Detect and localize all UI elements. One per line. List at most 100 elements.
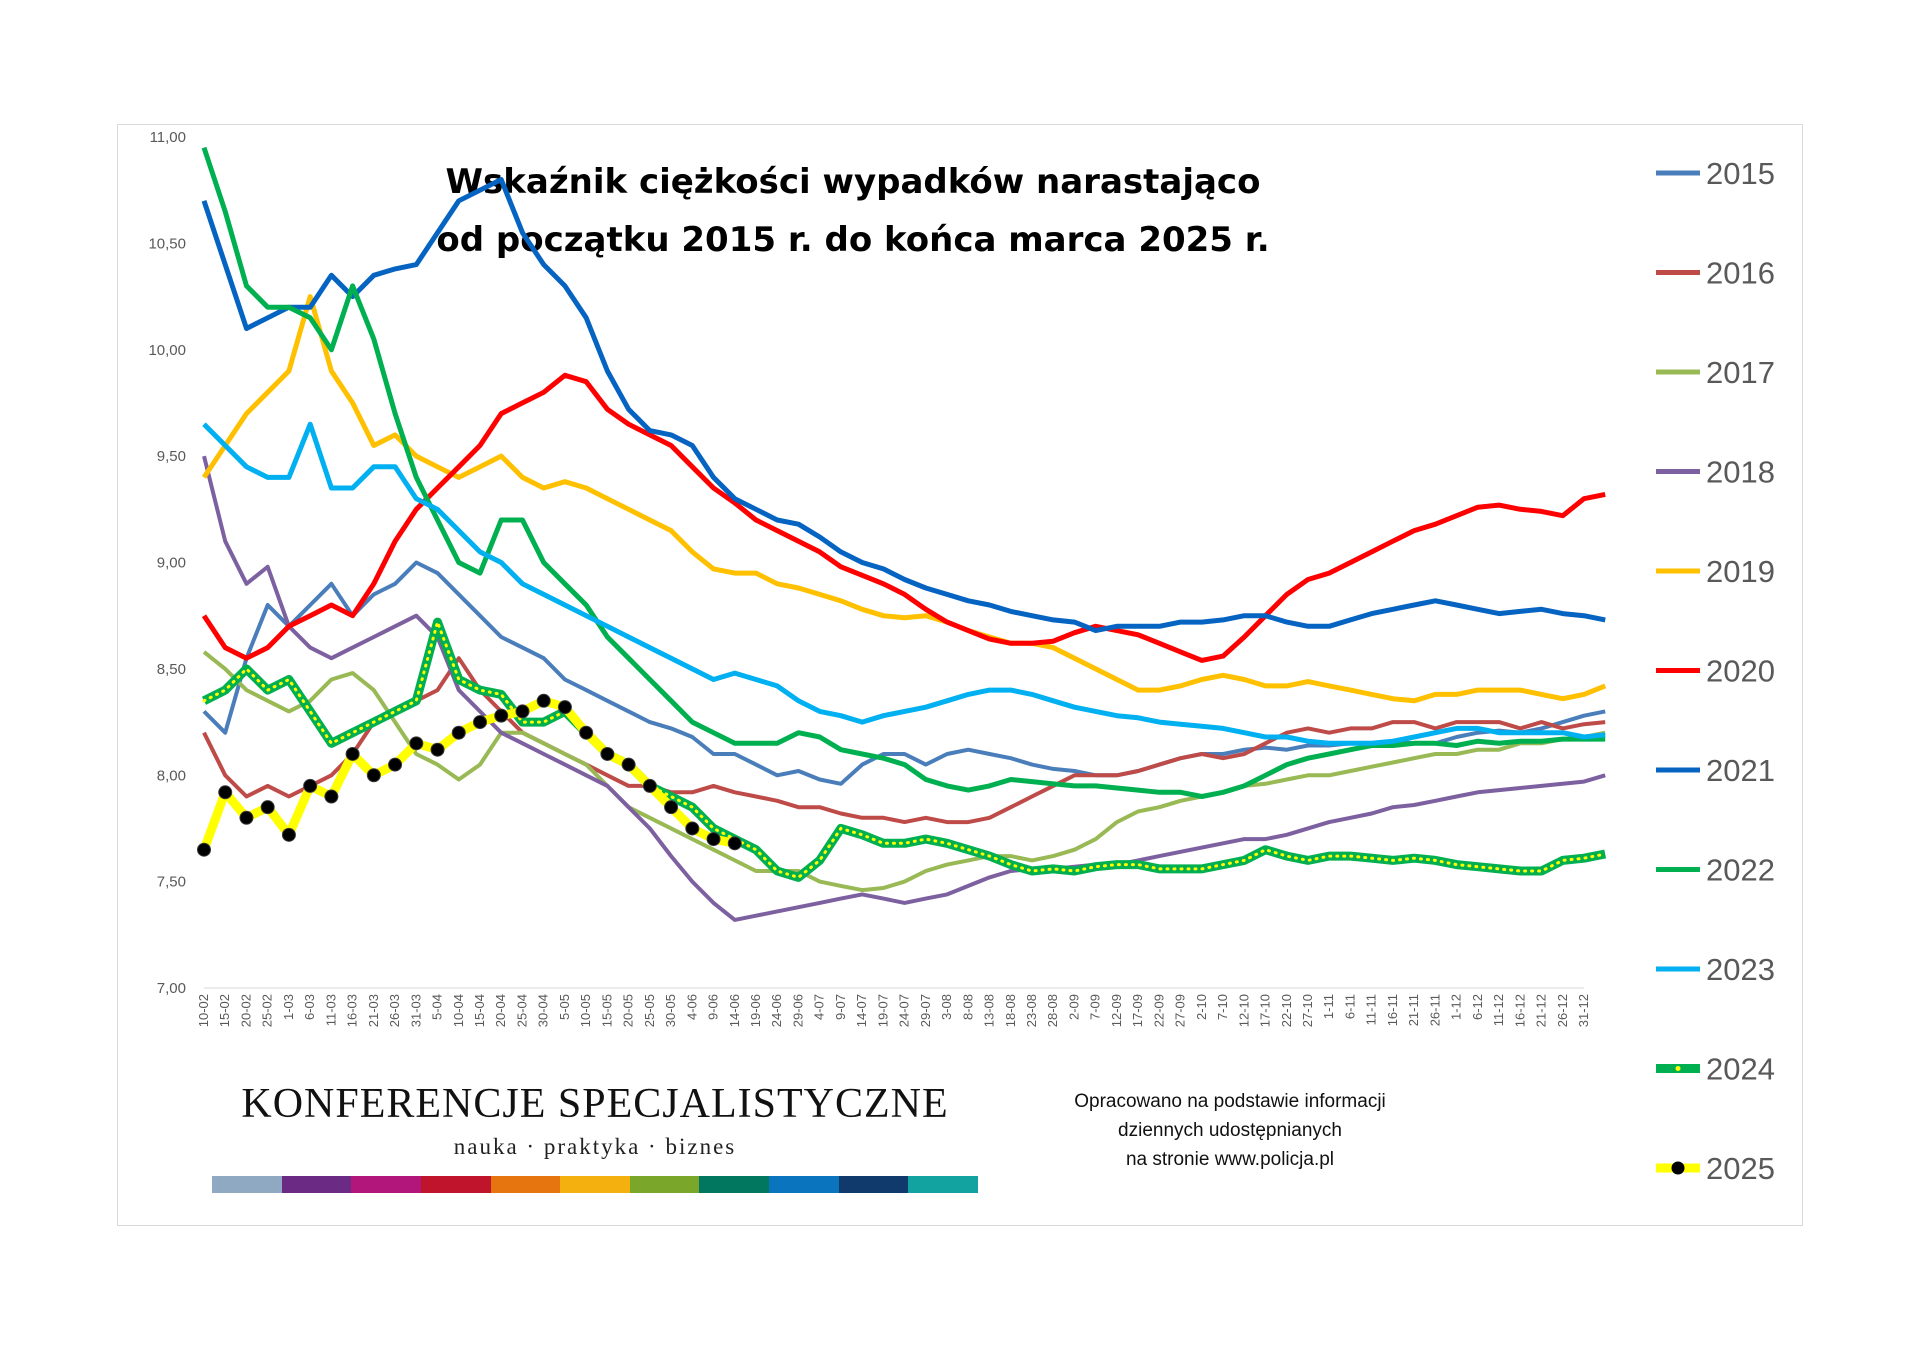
series-2018-line	[202, 455, 1606, 922]
x-tick-label: 19-07	[875, 994, 890, 1027]
x-tick-label: 14-07	[854, 994, 869, 1027]
series-2025-point	[685, 821, 700, 836]
series-2025-point	[324, 789, 339, 804]
plot-area	[197, 146, 1607, 922]
y-tick-label: 7,00	[157, 980, 186, 997]
x-tick-label: 12-10	[1236, 994, 1251, 1027]
legend-label-2021: 2021	[1706, 753, 1775, 788]
brand-bar-segment	[351, 1176, 421, 1193]
x-tick-label: 9-07	[833, 994, 848, 1020]
y-tick-label: 10,00	[148, 342, 186, 359]
series-2025-point	[218, 785, 233, 800]
x-tick-label: 6-12	[1470, 994, 1485, 1020]
series-2025-point	[197, 842, 211, 857]
x-tick-label: 4-07	[812, 994, 827, 1020]
x-tick-label: 7-10	[1215, 994, 1230, 1020]
series-2025-point	[600, 746, 615, 761]
x-tick-label: 10-05	[578, 994, 593, 1027]
x-tick-label: 20-04	[493, 994, 508, 1027]
source-note: Opracowano na podstawie informacji dzien…	[1030, 1087, 1430, 1174]
y-tick-label: 8,00	[157, 767, 186, 784]
x-tick-label: 18-08	[1003, 994, 1018, 1027]
brand-bar-segment	[838, 1176, 909, 1193]
x-tick-label: 25-04	[514, 994, 529, 1027]
x-tick-label: 30-05	[663, 994, 678, 1027]
x-tick-label: 5-05	[557, 994, 572, 1020]
series-2025-point	[494, 708, 509, 723]
x-tick-label: 15-04	[472, 994, 487, 1027]
x-tick-label: 27-10	[1300, 994, 1315, 1027]
y-axis: 7,00 7,50 8,00 8,50 9,00 9,50 10,00 10,50 11,00	[148, 129, 186, 997]
legend-label-2020: 2020	[1706, 654, 1775, 689]
x-tick-label: 20-05	[621, 994, 636, 1027]
x-tick-label: 11-03	[323, 994, 338, 1026]
x-tick-label: 14-06	[727, 994, 742, 1027]
x-tick-label: 5-04	[430, 994, 445, 1020]
brand-bar-segment	[769, 1176, 839, 1193]
x-tick-label: 9-06	[706, 994, 721, 1020]
series-2025-point	[536, 693, 551, 708]
x-tick-label: 1-12	[1449, 994, 1464, 1020]
series-2025-point	[345, 746, 360, 761]
source-note-line-1: Opracowano na podstawie informacji	[1074, 1091, 1386, 1112]
source-note-line-3: na stronie www.policja.pl	[1125, 1149, 1335, 1170]
brand-bar-segment	[420, 1176, 491, 1193]
series-2016-line	[202, 656, 1606, 825]
y-tick-label: 11,00	[150, 129, 186, 146]
brand-block: KONFERENCJE SPECJALISTYCZNE nauka · prak…	[210, 1080, 980, 1193]
x-tick-label: 10-02	[196, 994, 211, 1027]
x-tick-label: 22-10	[1279, 994, 1294, 1027]
series-2025-point	[239, 810, 254, 825]
series-2025-point	[642, 778, 657, 793]
x-tick-label: 3-08	[939, 994, 954, 1020]
legend-label-2019: 2019	[1706, 554, 1775, 589]
y-tick-label: 10,50	[148, 235, 186, 252]
x-tick-label: 25-05	[642, 994, 657, 1027]
x-tick-label: 8-08	[960, 994, 975, 1020]
series-2025-point	[260, 800, 275, 815]
series-2025-point	[388, 757, 403, 772]
brand-color-bar	[212, 1176, 979, 1193]
legend: 2015 2016 2017 2018 2019 2020 2021 2022 2023 2024…	[1656, 156, 1775, 1186]
source-note-line-2: dziennych udostępnianych	[1118, 1120, 1342, 1141]
brand-bar-segment	[212, 1176, 282, 1193]
x-tick-label: 19-06	[748, 994, 763, 1027]
series-2021-line	[201, 177, 1606, 634]
chart-frame	[117, 124, 1803, 1226]
brand-bar-segment	[629, 1176, 700, 1193]
series-2025-point	[579, 725, 594, 740]
x-tick-label: 31-03	[408, 994, 423, 1027]
legend-label-2016: 2016	[1706, 256, 1775, 291]
brand-bar-segment	[281, 1176, 352, 1193]
x-tick-label: 25-02	[260, 994, 275, 1027]
chart-title-line-1: Wskaźnik ciężkości wypadków narastająco	[446, 162, 1261, 202]
brand-bar-segment	[908, 1176, 979, 1193]
brand-bar-segment	[699, 1176, 770, 1193]
x-tick-label: 16-12	[1512, 994, 1527, 1027]
series-2025-point	[473, 715, 487, 730]
series-2025-point	[664, 800, 679, 815]
x-tick-label: 29-06	[790, 994, 805, 1027]
legend-label-2024: 2024	[1706, 1052, 1775, 1087]
series-2024-dots	[202, 617, 1607, 880]
x-tick-label: 1-11	[1321, 994, 1336, 1019]
x-tick-label: 21-12	[1534, 994, 1549, 1027]
brand-bar-segment	[560, 1176, 630, 1193]
series-2025-point	[409, 736, 424, 751]
x-tick-label: 17-10	[1258, 994, 1273, 1027]
x-tick-label: 23-08	[1024, 994, 1039, 1027]
x-tick-label: 26-03	[387, 994, 402, 1027]
x-tick-label: 6-03	[302, 994, 317, 1020]
x-tick-label: 2-10	[1194, 994, 1209, 1020]
chart-title-line-2: od początku 2015 r. do końca marca 2025 …	[436, 220, 1269, 260]
series-2025-point	[303, 778, 318, 793]
x-tick-label: 16-03	[345, 994, 360, 1027]
series-2025-point	[366, 768, 381, 783]
x-tick-label: 26-12	[1555, 994, 1570, 1027]
x-tick-label: 21-03	[366, 994, 381, 1027]
x-tick-label: 28-08	[1045, 994, 1060, 1027]
x-tick-label: 7-09	[1088, 994, 1103, 1020]
x-tick-label: 2-09	[1066, 994, 1081, 1020]
brand-bar-segment	[490, 1176, 561, 1193]
